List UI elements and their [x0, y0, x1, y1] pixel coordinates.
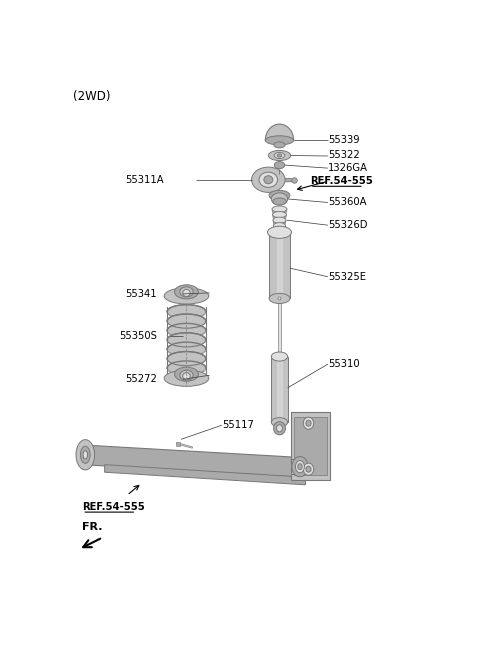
Text: (2WD): (2WD)	[73, 90, 110, 103]
Text: 55310: 55310	[328, 359, 360, 369]
Ellipse shape	[264, 176, 273, 184]
Ellipse shape	[265, 136, 294, 145]
Ellipse shape	[167, 333, 206, 347]
Polygon shape	[290, 412, 330, 480]
Ellipse shape	[83, 451, 87, 459]
Ellipse shape	[306, 466, 311, 472]
Ellipse shape	[298, 464, 302, 470]
Polygon shape	[83, 445, 302, 478]
Ellipse shape	[267, 226, 291, 238]
Polygon shape	[277, 357, 282, 422]
Ellipse shape	[276, 424, 282, 432]
Ellipse shape	[269, 293, 290, 304]
Text: 55322: 55322	[328, 150, 360, 161]
Polygon shape	[273, 215, 287, 220]
Ellipse shape	[273, 217, 286, 223]
Text: 55339: 55339	[328, 135, 360, 146]
Ellipse shape	[269, 190, 290, 201]
Text: 1326GA: 1326GA	[328, 163, 368, 173]
Ellipse shape	[274, 152, 285, 159]
Ellipse shape	[306, 420, 311, 426]
Ellipse shape	[269, 227, 290, 237]
Ellipse shape	[273, 212, 287, 218]
Text: 55117: 55117	[222, 420, 254, 430]
Polygon shape	[271, 357, 288, 422]
Ellipse shape	[183, 289, 190, 297]
Ellipse shape	[164, 288, 209, 304]
Polygon shape	[278, 298, 281, 357]
Ellipse shape	[274, 422, 286, 435]
Ellipse shape	[272, 206, 287, 212]
Ellipse shape	[303, 463, 314, 475]
Ellipse shape	[274, 161, 285, 169]
Text: FR.: FR.	[83, 522, 103, 532]
Polygon shape	[276, 178, 294, 182]
Ellipse shape	[175, 367, 198, 381]
Text: 55311A: 55311A	[125, 174, 164, 185]
Ellipse shape	[296, 461, 304, 473]
Ellipse shape	[259, 172, 277, 188]
Text: 55326D: 55326D	[328, 220, 367, 230]
Ellipse shape	[167, 342, 206, 356]
Ellipse shape	[167, 352, 206, 365]
Ellipse shape	[167, 304, 206, 319]
Ellipse shape	[164, 370, 209, 386]
Polygon shape	[269, 232, 290, 298]
Ellipse shape	[274, 229, 285, 234]
Ellipse shape	[268, 150, 291, 161]
Ellipse shape	[167, 314, 206, 328]
Ellipse shape	[180, 287, 193, 297]
Text: 55341: 55341	[125, 289, 157, 299]
Ellipse shape	[292, 457, 308, 477]
Ellipse shape	[167, 323, 206, 338]
Polygon shape	[279, 298, 280, 357]
Polygon shape	[105, 464, 305, 485]
Ellipse shape	[277, 154, 282, 157]
Text: REF.54-555: REF.54-555	[83, 502, 145, 512]
Ellipse shape	[252, 167, 285, 192]
Ellipse shape	[274, 222, 286, 229]
Ellipse shape	[271, 193, 288, 205]
Ellipse shape	[271, 352, 288, 361]
Ellipse shape	[278, 355, 281, 358]
Ellipse shape	[180, 370, 193, 380]
Text: 55325E: 55325E	[328, 272, 366, 281]
Text: REF.54-555: REF.54-555	[310, 176, 373, 186]
Ellipse shape	[76, 440, 95, 470]
Polygon shape	[277, 232, 282, 298]
Ellipse shape	[175, 285, 198, 299]
Polygon shape	[290, 459, 294, 474]
Polygon shape	[294, 417, 327, 475]
Text: 55360A: 55360A	[328, 197, 366, 207]
Ellipse shape	[278, 297, 281, 300]
Ellipse shape	[167, 361, 206, 375]
Polygon shape	[265, 124, 294, 140]
Polygon shape	[272, 209, 287, 215]
Ellipse shape	[183, 373, 190, 380]
Polygon shape	[273, 220, 286, 226]
Text: 55272: 55272	[125, 375, 157, 384]
Ellipse shape	[274, 142, 285, 148]
Polygon shape	[274, 226, 286, 232]
Ellipse shape	[81, 446, 90, 463]
Ellipse shape	[303, 417, 314, 429]
Text: 55350S: 55350S	[120, 331, 157, 341]
Ellipse shape	[271, 418, 288, 427]
Ellipse shape	[273, 198, 286, 205]
